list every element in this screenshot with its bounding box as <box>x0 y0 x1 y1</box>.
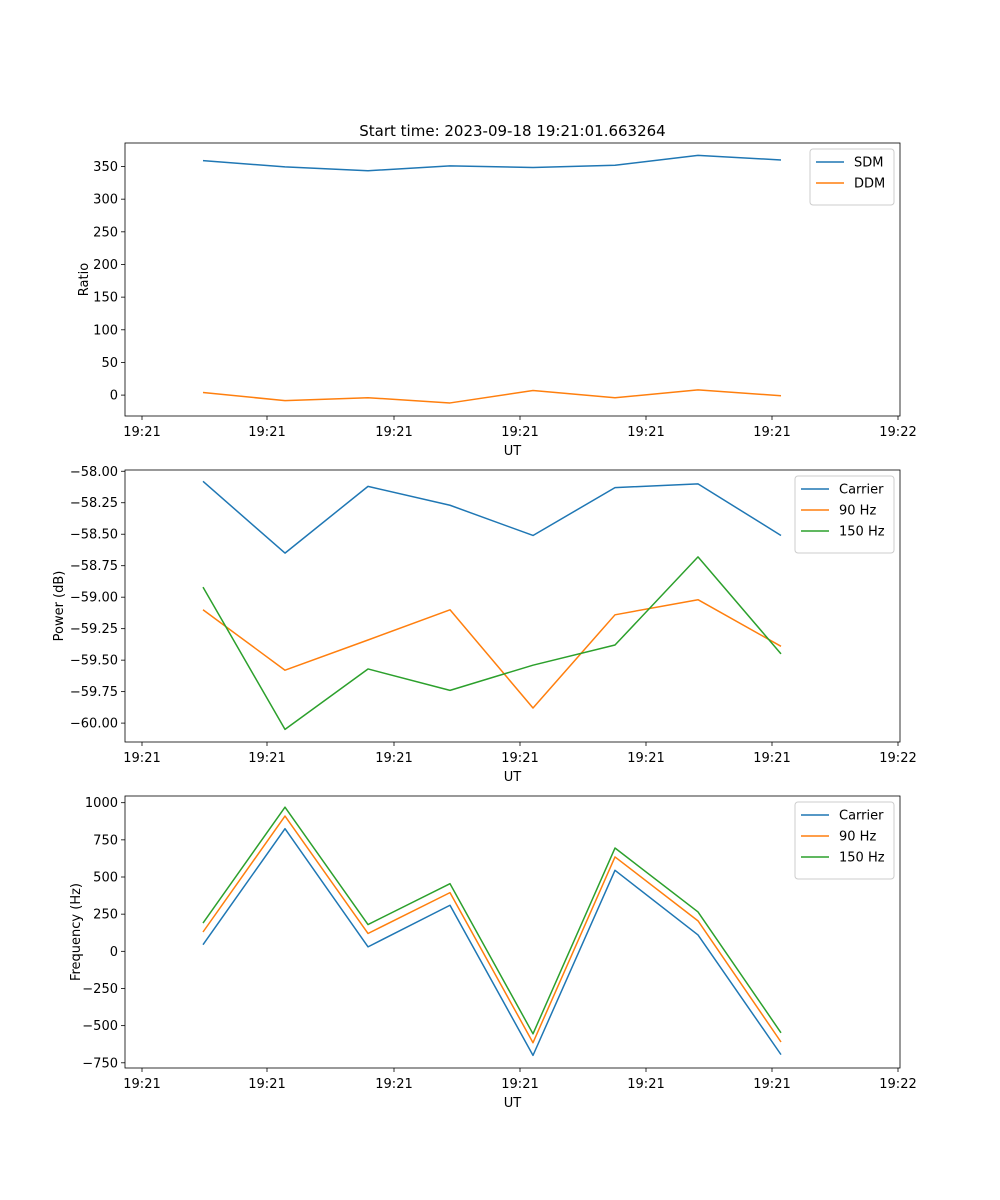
series-line-ddm <box>202 389 782 404</box>
y-tick-label: 200 <box>93 258 118 273</box>
y-tick-label: −250 <box>82 982 118 997</box>
subplot-2: 19:21 19:21 19:21 19:21 19:21 19:21 19:22 −60.0… <box>52 465 917 785</box>
y-tick-label: −500 <box>82 1019 118 1034</box>
legend-label: 90 Hz <box>839 504 876 519</box>
series-line-150-hz <box>202 556 782 731</box>
legend-label: DDM <box>854 177 885 192</box>
series-line-90-hz <box>202 815 782 1044</box>
x-tick-label: 19:21 <box>123 751 160 766</box>
x-tick-label: 19:21 <box>627 425 664 440</box>
y-tick-label: −58.75 <box>70 559 118 574</box>
y-tick-label: 300 <box>93 193 118 208</box>
series-line-sdm <box>202 154 782 172</box>
series-line-carrier <box>202 827 782 1057</box>
legend-label: SDM <box>854 156 883 171</box>
x-tick-label: 19:21 <box>753 1077 790 1092</box>
y-tick-label: 0 <box>110 945 118 960</box>
x-tick-label: 19:21 <box>123 1077 160 1092</box>
x-tick-label: 19:21 <box>501 1077 538 1092</box>
y-axis-label: Frequency (Hz) <box>69 883 84 981</box>
y-tick-label: 1000 <box>85 796 118 811</box>
x-tick-label: 19:21 <box>123 425 160 440</box>
x-tick-label: 19:22 <box>879 751 916 766</box>
series-line-90-hz <box>202 598 782 709</box>
series-line-carrier <box>202 480 782 554</box>
legend-frame <box>794 801 895 880</box>
y-tick-label: 100 <box>93 323 118 338</box>
y-tick-label: −59.00 <box>70 591 118 606</box>
x-tick-label: 19:21 <box>501 751 538 766</box>
y-tick-label: 750 <box>93 833 118 848</box>
legend: SDM DDM <box>809 148 895 206</box>
x-tick-label: 19:21 <box>375 425 412 440</box>
y-tick-label: 250 <box>93 908 118 923</box>
y-tick-label: 250 <box>93 225 118 240</box>
subplot-1: 19:21 19:21 19:21 19:21 19:21 19:21 19:22 0 50 10… <box>77 142 917 459</box>
axes-frame <box>124 142 901 417</box>
x-tick-label: 19:21 <box>248 425 285 440</box>
axes-frame <box>124 795 901 1069</box>
y-tick-label: 150 <box>93 291 118 306</box>
x-tick-label: 19:21 <box>375 1077 412 1092</box>
x-tick-label: 19:22 <box>879 425 916 440</box>
subplot-3: 19:21 19:21 19:21 19:21 19:21 19:21 19:22 −750 −… <box>69 795 917 1111</box>
y-tick-label: −58.25 <box>70 496 118 511</box>
subplots: 19:21 19:21 19:21 19:21 19:21 19:21 19:22 0 50 10… <box>52 142 917 1111</box>
legend-frame <box>809 148 895 206</box>
y-tick-label: −58.50 <box>70 528 118 543</box>
legend-label: 150 Hz <box>839 851 885 866</box>
y-tick-label: −750 <box>82 1056 118 1071</box>
x-axis-label: UT <box>504 1096 522 1111</box>
x-tick-label: 19:22 <box>879 1077 916 1092</box>
x-tick-label: 19:21 <box>248 1077 285 1092</box>
y-tick-label: −59.50 <box>70 654 118 669</box>
legend-label: 150 Hz <box>839 525 885 540</box>
series-line-150-hz <box>202 806 782 1035</box>
y-tick-label: 350 <box>93 160 118 175</box>
legend: Carrier 90 Hz 150 Hz <box>794 475 895 554</box>
figure-title: Start time: 2023-09-18 19:21:01.663264 <box>359 122 665 140</box>
legend: Carrier 90 Hz 150 Hz <box>794 801 895 880</box>
x-tick-label: 19:21 <box>501 425 538 440</box>
legend-frame <box>794 475 895 554</box>
axes-frame <box>124 469 901 743</box>
x-tick-label: 19:21 <box>375 751 412 766</box>
y-axis-label: Power (dB) <box>52 571 67 642</box>
legend-label: Carrier <box>839 483 884 498</box>
y-tick-label: −60.00 <box>70 717 118 732</box>
x-tick-label: 19:21 <box>627 751 664 766</box>
y-tick-label: −59.75 <box>70 685 118 700</box>
x-axis-label: UT <box>504 444 522 459</box>
x-tick-label: 19:21 <box>753 425 790 440</box>
y-axis-label: Ratio <box>77 263 92 296</box>
y-tick-label: −59.25 <box>70 622 118 637</box>
legend-label: 90 Hz <box>839 830 876 845</box>
legend-label: Carrier <box>839 809 884 824</box>
y-tick-label: −58.00 <box>70 465 118 480</box>
y-tick-label: 500 <box>93 871 118 886</box>
x-tick-label: 19:21 <box>753 751 790 766</box>
x-axis-label: UT <box>504 770 522 785</box>
y-tick-label: 50 <box>101 356 118 371</box>
x-tick-label: 19:21 <box>627 1077 664 1092</box>
y-tick-label: 0 <box>110 389 118 404</box>
x-tick-label: 19:21 <box>248 751 285 766</box>
